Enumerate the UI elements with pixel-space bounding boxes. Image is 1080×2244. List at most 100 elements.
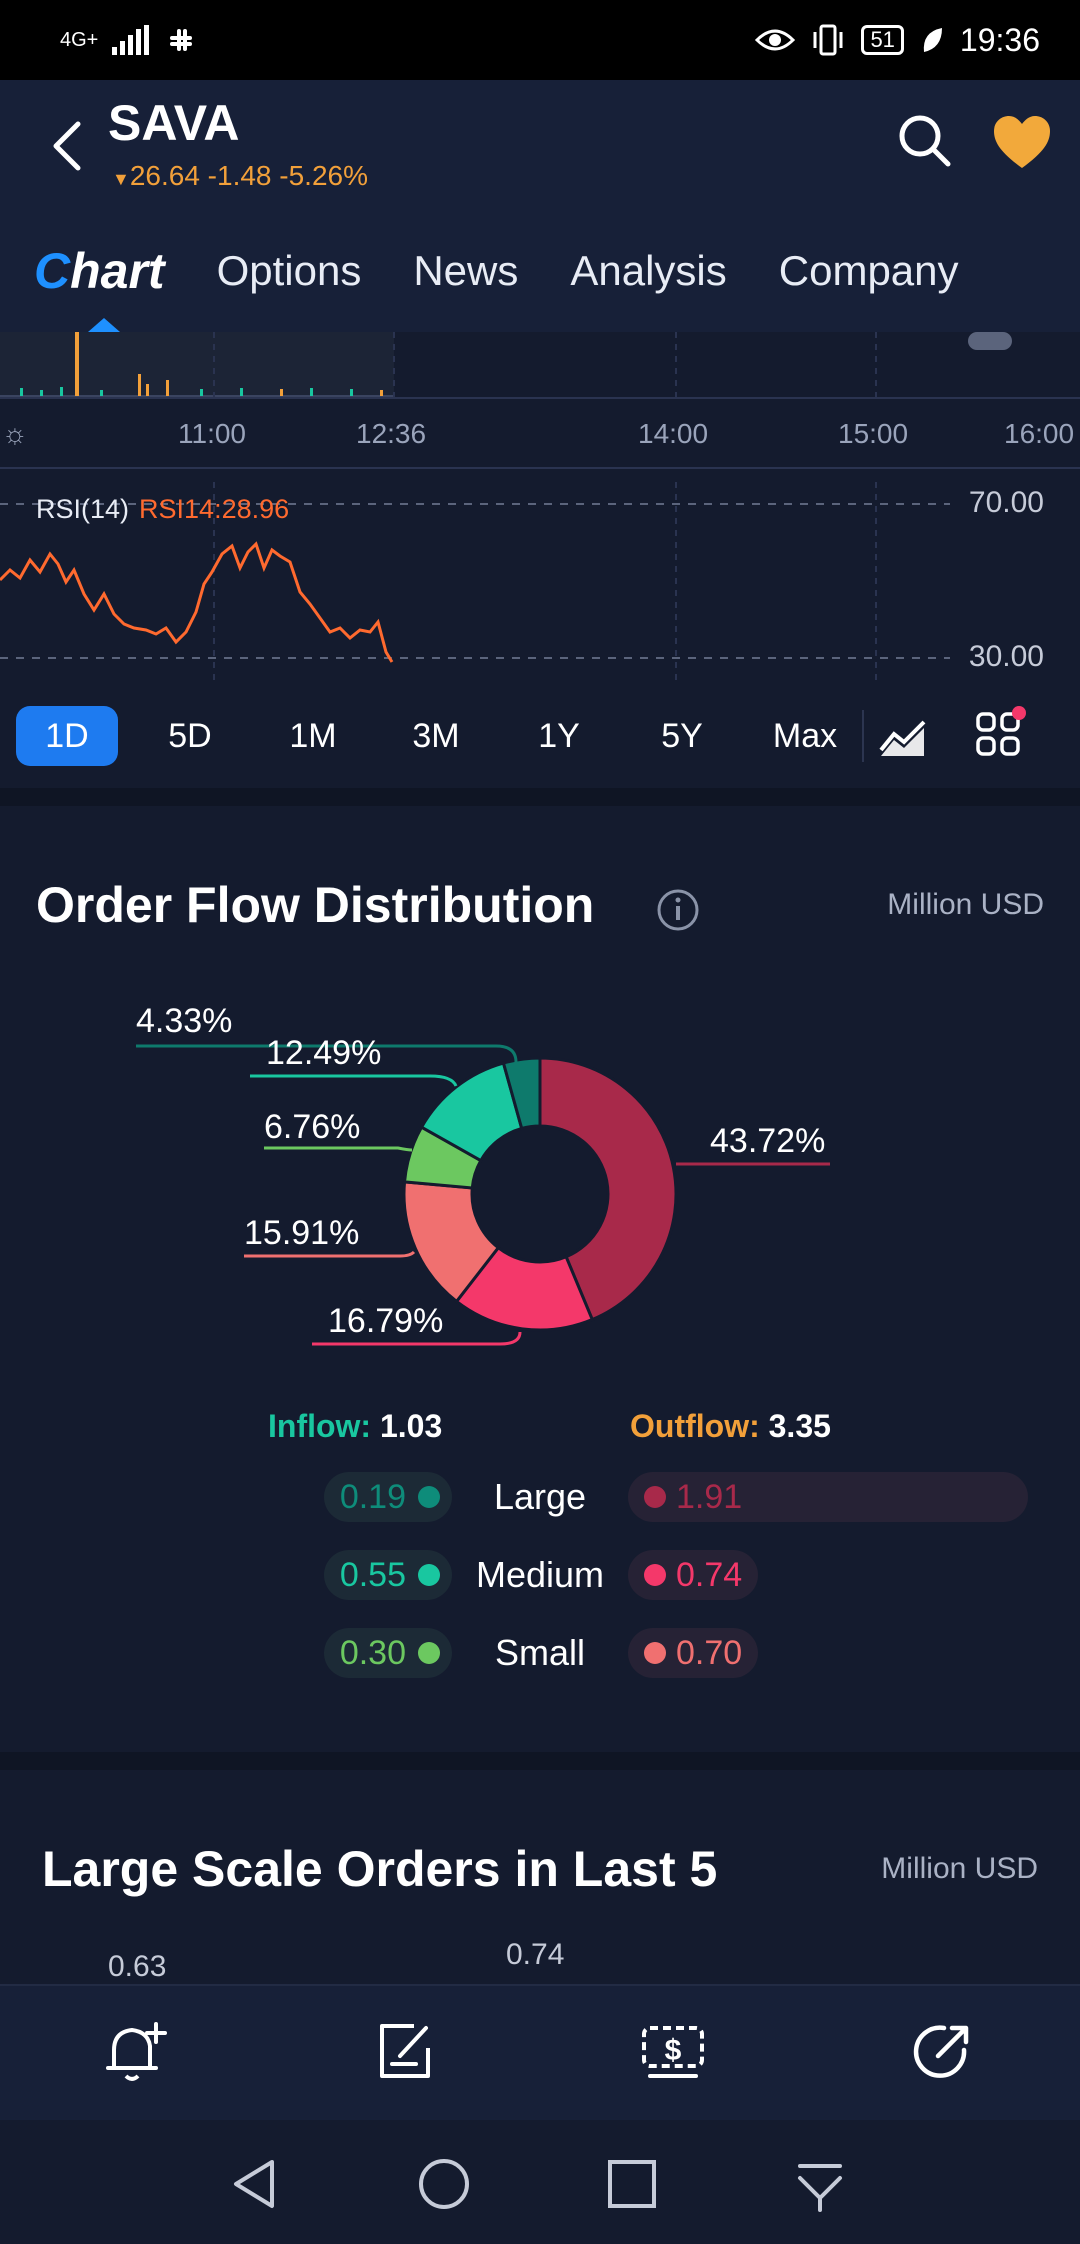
leaf-icon [923, 28, 942, 52]
large-inflow-value: 0.19 [339, 1477, 406, 1516]
section-divider [0, 788, 1080, 806]
rsi-value: RSI14:28.96 [139, 494, 290, 524]
period-1d[interactable]: 1D [16, 706, 118, 766]
eye-icon [755, 29, 796, 51]
ticker-symbol: SAVA [108, 95, 240, 151]
large-order-value-2: 0.74 [506, 1938, 565, 1971]
share-icon[interactable] [908, 2016, 978, 2086]
status-bar: 4G+ 51 19:36 [0, 0, 1080, 80]
small-outflow-value: 0.70 [676, 1633, 743, 1672]
inflow-label: Inflow: [268, 1408, 372, 1444]
period-max[interactable]: Max [772, 717, 838, 755]
network-indicator: 4G+ [60, 28, 99, 51]
inflow-summary: Inflow: 1.03 [268, 1408, 442, 1445]
price-chart[interactable]: ☼ 11:00 12:36 14:00 15:00 16:00 RSI(14) R… [0, 332, 1080, 680]
indicators-button[interactable] [976, 705, 1026, 761]
size-label-small: Small [494, 1632, 586, 1673]
time-label-1600: 16:00 [1004, 418, 1075, 449]
nav-home-icon[interactable] [414, 2154, 474, 2214]
donut-label-medium-out: 16.79% [328, 1302, 444, 1340]
price-quote: ▼26.64 -1.48 -5.26% [112, 160, 368, 192]
small-outflow-pill: 0.70 [628, 1628, 759, 1678]
inflow-value: 1.03 [379, 1408, 443, 1444]
small-inflow-pill: 0.30 [323, 1628, 452, 1678]
period-1m[interactable]: 1M [289, 717, 337, 755]
chart-type-icon[interactable] [878, 716, 928, 756]
outflow-label: Outflow: [630, 1408, 760, 1444]
large-order-value-1: 0.63 [108, 1950, 167, 1983]
large-outflow-dot [644, 1486, 666, 1508]
rsi-level-low: 30.00 [968, 640, 1044, 673]
rsi-line [0, 541, 394, 663]
nav-back-icon[interactable] [226, 2154, 286, 2214]
large-outflow-value: 1.91 [676, 1477, 743, 1516]
large-orders-title: Large Scale Orders in Last 5 [42, 1841, 718, 1897]
period-5d[interactable]: 5D [168, 717, 212, 755]
clock: 19:36 [959, 21, 1040, 58]
battery-icon: 51 [861, 25, 904, 55]
search-icon[interactable] [896, 112, 952, 168]
tab-company[interactable]: Company [778, 247, 959, 294]
medium-inflow-value: 0.55 [339, 1555, 406, 1594]
flow-row-small: 0.30 Small 0.70 [0, 1628, 1080, 1684]
order-flow-donut [136, 1044, 830, 1346]
sun-icon: ☼ [2, 418, 28, 449]
time-label-1400: 14:00 [638, 418, 709, 449]
donut-label-small-in: 6.76% [264, 1108, 361, 1146]
medium-outflow-dot [644, 1564, 666, 1586]
svg-text:$: $ [665, 2034, 682, 2067]
time-label-1100: 11:00 [178, 418, 246, 449]
flow-row-large: 0.19 Large 1.91 [0, 1472, 1080, 1528]
large-inflow-pill: 0.19 [323, 1472, 452, 1522]
medium-inflow-pill: 0.55 [323, 1550, 452, 1600]
donut-label-large-out: 43.72% [710, 1122, 826, 1160]
outflow-summary: Outflow: 3.35 [630, 1408, 831, 1445]
slack-icon [170, 29, 193, 51]
system-nav-bar [0, 2120, 1080, 2244]
active-tab-indicator [88, 318, 120, 332]
order-flow-title: Order Flow Distribution [36, 877, 595, 933]
period-selector: 1D 5D 1M 3M 1Y 5Y Max [0, 690, 1080, 782]
back-arrow-icon[interactable] [46, 116, 86, 176]
large-orders-unit: Million USD [881, 1852, 1038, 1885]
period-divider [862, 710, 864, 762]
rsi-indicator-label: RSI(14) RSI14:28.96 [36, 494, 289, 525]
section-divider-2 [0, 1752, 1080, 1770]
period-1y[interactable]: 1Y [538, 717, 580, 755]
tab-options[interactable]: Options [216, 247, 362, 294]
period-5y[interactable]: 5Y [661, 717, 703, 755]
small-outflow-dot [644, 1642, 666, 1664]
leader-line-4 [264, 1146, 413, 1152]
trade-dollar-icon[interactable]: $ [638, 2016, 708, 2086]
size-label-medium: Medium [475, 1554, 605, 1595]
small-inflow-value: 0.30 [339, 1633, 406, 1672]
nav-recents-icon[interactable] [602, 2154, 662, 2214]
order-flow-unit: Million USD [887, 888, 1044, 921]
tab-news[interactable]: News [413, 247, 519, 294]
small-inflow-dot [418, 1642, 440, 1664]
time-label-1236: 12:36 [356, 418, 427, 449]
notification-dot [1012, 705, 1026, 720]
add-alert-icon[interactable] [100, 2016, 170, 2086]
period-3m[interactable]: 3M [412, 717, 460, 755]
medium-outflow-value: 0.74 [676, 1555, 743, 1594]
volume-bars [20, 332, 383, 396]
leader-line-2 [312, 1331, 522, 1346]
medium-outflow-pill: 0.74 [628, 1550, 759, 1600]
flow-row-medium: 0.55 Medium 0.74 [0, 1550, 1080, 1606]
stock-header: SAVA ▼26.64 -1.48 -5.26% [0, 80, 1080, 210]
leader-line-6 [136, 1044, 518, 1063]
size-label-large: Large [493, 1476, 587, 1517]
leader-line-5 [250, 1074, 458, 1087]
heart-icon[interactable] [992, 114, 1052, 170]
nav-dropdown-icon[interactable] [790, 2154, 850, 2214]
chart-canvas [0, 332, 1080, 680]
tab-chart[interactable]: Chart [34, 243, 165, 299]
note-edit-icon[interactable] [370, 2016, 440, 2086]
tab-analysis[interactable]: Analysis [570, 247, 727, 294]
vibrate-icon [813, 24, 843, 56]
rsi-level-high: 70.00 [968, 486, 1044, 519]
outflow-value: 3.35 [768, 1408, 831, 1444]
info-icon[interactable] [656, 888, 700, 932]
large-inflow-dot [418, 1486, 440, 1508]
